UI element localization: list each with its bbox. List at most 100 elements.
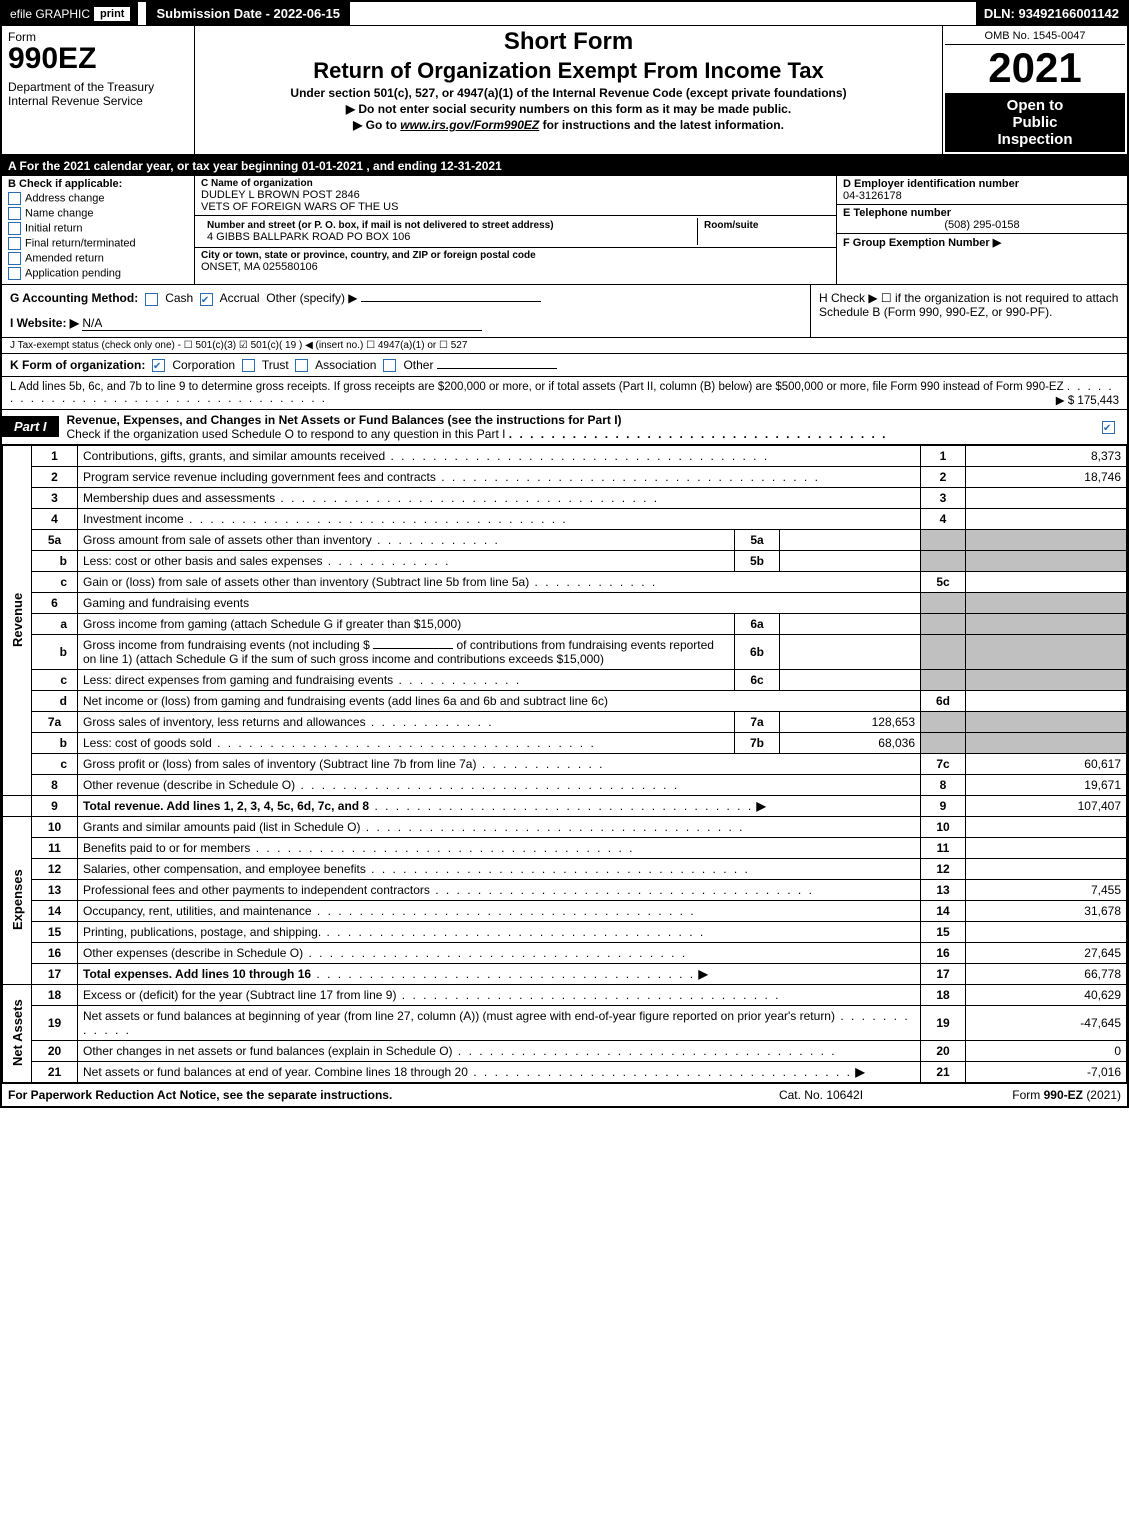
form-subtitle-2: ▶ Do not enter social security numbers o… bbox=[201, 102, 936, 116]
ln10-desc: Grants and similar amounts paid (list in… bbox=[78, 816, 921, 837]
ln5a-grey2 bbox=[966, 529, 1127, 550]
ln17-rno: 17 bbox=[921, 963, 966, 984]
ln7c-desc: Gross profit or (loss) from sales of inv… bbox=[78, 753, 921, 774]
ln2-rval: 18,746 bbox=[966, 466, 1127, 487]
footer-left: For Paperwork Reduction Act Notice, see … bbox=[8, 1088, 721, 1102]
ln5a-desc: Gross amount from sale of assets other t… bbox=[78, 529, 735, 550]
irs-link[interactable]: www.irs.gov/Form990EZ bbox=[400, 118, 539, 132]
ln12-rval bbox=[966, 858, 1127, 879]
chk-initial-return[interactable]: Initial return bbox=[8, 222, 188, 235]
ln15-rno: 15 bbox=[921, 921, 966, 942]
ln13-no: 13 bbox=[32, 879, 78, 900]
ln5b-inno: 5b bbox=[735, 550, 780, 571]
ln1-rval: 8,373 bbox=[966, 445, 1127, 466]
ln6c-no: c bbox=[32, 669, 78, 690]
g-label: G Accounting Method: bbox=[10, 291, 138, 305]
chk-application-pending[interactable]: Application pending bbox=[8, 267, 188, 280]
k-other[interactable]: Other bbox=[403, 358, 433, 372]
ln14-desc: Occupancy, rent, utilities, and maintena… bbox=[78, 900, 921, 921]
header-left: Form 990EZ Department of the Treasury In… bbox=[2, 26, 195, 154]
ln18-desc: Excess or (deficit) for the year (Subtra… bbox=[78, 984, 921, 1005]
side-revenue: Revenue bbox=[3, 445, 32, 795]
short-form-title: Short Form bbox=[201, 28, 936, 56]
ln6a-inno: 6a bbox=[735, 613, 780, 634]
chk-final-return[interactable]: Final return/terminated bbox=[8, 237, 188, 250]
ln5b-inval bbox=[780, 550, 921, 571]
i-label: I Website: ▶ bbox=[10, 316, 79, 330]
ln2-no: 2 bbox=[32, 466, 78, 487]
ln6b-no: b bbox=[32, 634, 78, 669]
ln9-rval: 107,407 bbox=[966, 795, 1127, 816]
row-gh: G Accounting Method: Cash Accrual Other … bbox=[2, 285, 1127, 337]
k-corp[interactable]: Corporation bbox=[172, 358, 235, 372]
ln12-no: 12 bbox=[32, 858, 78, 879]
ln17-desc: Total expenses. Add lines 10 through 16 … bbox=[78, 963, 921, 984]
part-i-tag: Part I bbox=[2, 416, 59, 437]
address-row: Number and street (or P. O. box, if mail… bbox=[195, 216, 836, 248]
org-name-2: VETS OF FOREIGN WARS OF THE US bbox=[201, 201, 830, 213]
box-c: C Name of organization DUDLEY L BROWN PO… bbox=[195, 176, 836, 284]
ln1-rno: 1 bbox=[921, 445, 966, 466]
part-i-bar: Part I Revenue, Expenses, and Changes in… bbox=[2, 410, 1127, 445]
open1: Open to bbox=[947, 97, 1123, 114]
l-amount: ▶ $ 175,443 bbox=[1056, 393, 1119, 407]
ln15-no: 15 bbox=[32, 921, 78, 942]
ln7b-inno: 7b bbox=[735, 732, 780, 753]
g-other[interactable]: Other (specify) ▶ bbox=[266, 291, 357, 305]
submission-date: Submission Date - 2022-06-15 bbox=[146, 2, 350, 25]
dept-label-1: Department of the Treasury bbox=[8, 80, 188, 94]
box-d: D Employer identification number 04-3126… bbox=[836, 176, 1127, 284]
side-expenses: Expenses bbox=[3, 816, 32, 984]
phone-label: E Telephone number bbox=[843, 207, 1121, 219]
ln7c-rval: 60,617 bbox=[966, 753, 1127, 774]
phone-block: E Telephone number (508) 295-0158 bbox=[837, 205, 1127, 234]
org-name-1: DUDLEY L BROWN POST 2846 bbox=[201, 189, 830, 201]
ln6b-inno: 6b bbox=[735, 634, 780, 669]
k-trust[interactable]: Trust bbox=[262, 358, 289, 372]
ln2-rno: 2 bbox=[921, 466, 966, 487]
ln6b-inval bbox=[780, 634, 921, 669]
k-assoc[interactable]: Association bbox=[315, 358, 376, 372]
ln8-desc: Other revenue (describe in Schedule O) bbox=[78, 774, 921, 795]
g-cash[interactable]: Cash bbox=[165, 291, 193, 305]
efile-badge: efile GRAPHIC print bbox=[2, 2, 138, 25]
ln6c-inno: 6c bbox=[735, 669, 780, 690]
ln9-rno: 9 bbox=[921, 795, 966, 816]
ln13-desc: Professional fees and other payments to … bbox=[78, 879, 921, 900]
ln15-rval bbox=[966, 921, 1127, 942]
ln17-no: 17 bbox=[32, 963, 78, 984]
ln20-rno: 20 bbox=[921, 1040, 966, 1061]
ln20-no: 20 bbox=[32, 1040, 78, 1061]
sub3-post: for instructions and the latest informat… bbox=[543, 118, 784, 132]
box-b: B Check if applicable: Address change Na… bbox=[2, 176, 195, 284]
side-netassets: Net Assets bbox=[3, 984, 32, 1082]
ein-value: 04-3126178 bbox=[843, 190, 1121, 202]
header-right: OMB No. 1545-0047 2021 Open to Public In… bbox=[942, 26, 1127, 154]
g-accrual[interactable]: Accrual bbox=[220, 291, 260, 305]
part-i-title: Revenue, Expenses, and Changes in Net As… bbox=[59, 410, 1102, 444]
ln7c-rno: 7c bbox=[921, 753, 966, 774]
chk-amended-return[interactable]: Amended return bbox=[8, 252, 188, 265]
ln6c-desc: Less: direct expenses from gaming and fu… bbox=[78, 669, 735, 690]
form-title: Return of Organization Exempt From Incom… bbox=[201, 58, 936, 84]
ln20-desc: Other changes in net assets or fund bala… bbox=[78, 1040, 921, 1061]
chk-name-change[interactable]: Name change bbox=[8, 207, 188, 220]
ln7a-inno: 7a bbox=[735, 711, 780, 732]
part-i-checkbox[interactable] bbox=[1102, 421, 1115, 434]
ln3-desc: Membership dues and assessments bbox=[78, 487, 921, 508]
ln19-rno: 19 bbox=[921, 1005, 966, 1040]
ln6b-desc: Gross income from fundraising events (no… bbox=[78, 634, 735, 669]
ln9-no: 9 bbox=[32, 795, 78, 816]
row-l: L Add lines 5b, 6c, and 7b to line 9 to … bbox=[2, 377, 1127, 410]
ln5a-inno: 5a bbox=[735, 529, 780, 550]
ln17-rval: 66,778 bbox=[966, 963, 1127, 984]
page-footer: For Paperwork Reduction Act Notice, see … bbox=[2, 1083, 1127, 1106]
print-button[interactable]: print bbox=[94, 7, 130, 21]
group-label: F Group Exemption Number ▶ bbox=[843, 237, 1001, 249]
ln16-rval: 27,645 bbox=[966, 942, 1127, 963]
chk-address-change[interactable]: Address change bbox=[8, 192, 188, 205]
ln2-desc: Program service revenue including govern… bbox=[78, 466, 921, 487]
form-subtitle-1: Under section 501(c), 527, or 4947(a)(1)… bbox=[201, 86, 936, 100]
ln6d-rval bbox=[966, 690, 1127, 711]
open3: Inspection bbox=[947, 131, 1123, 148]
